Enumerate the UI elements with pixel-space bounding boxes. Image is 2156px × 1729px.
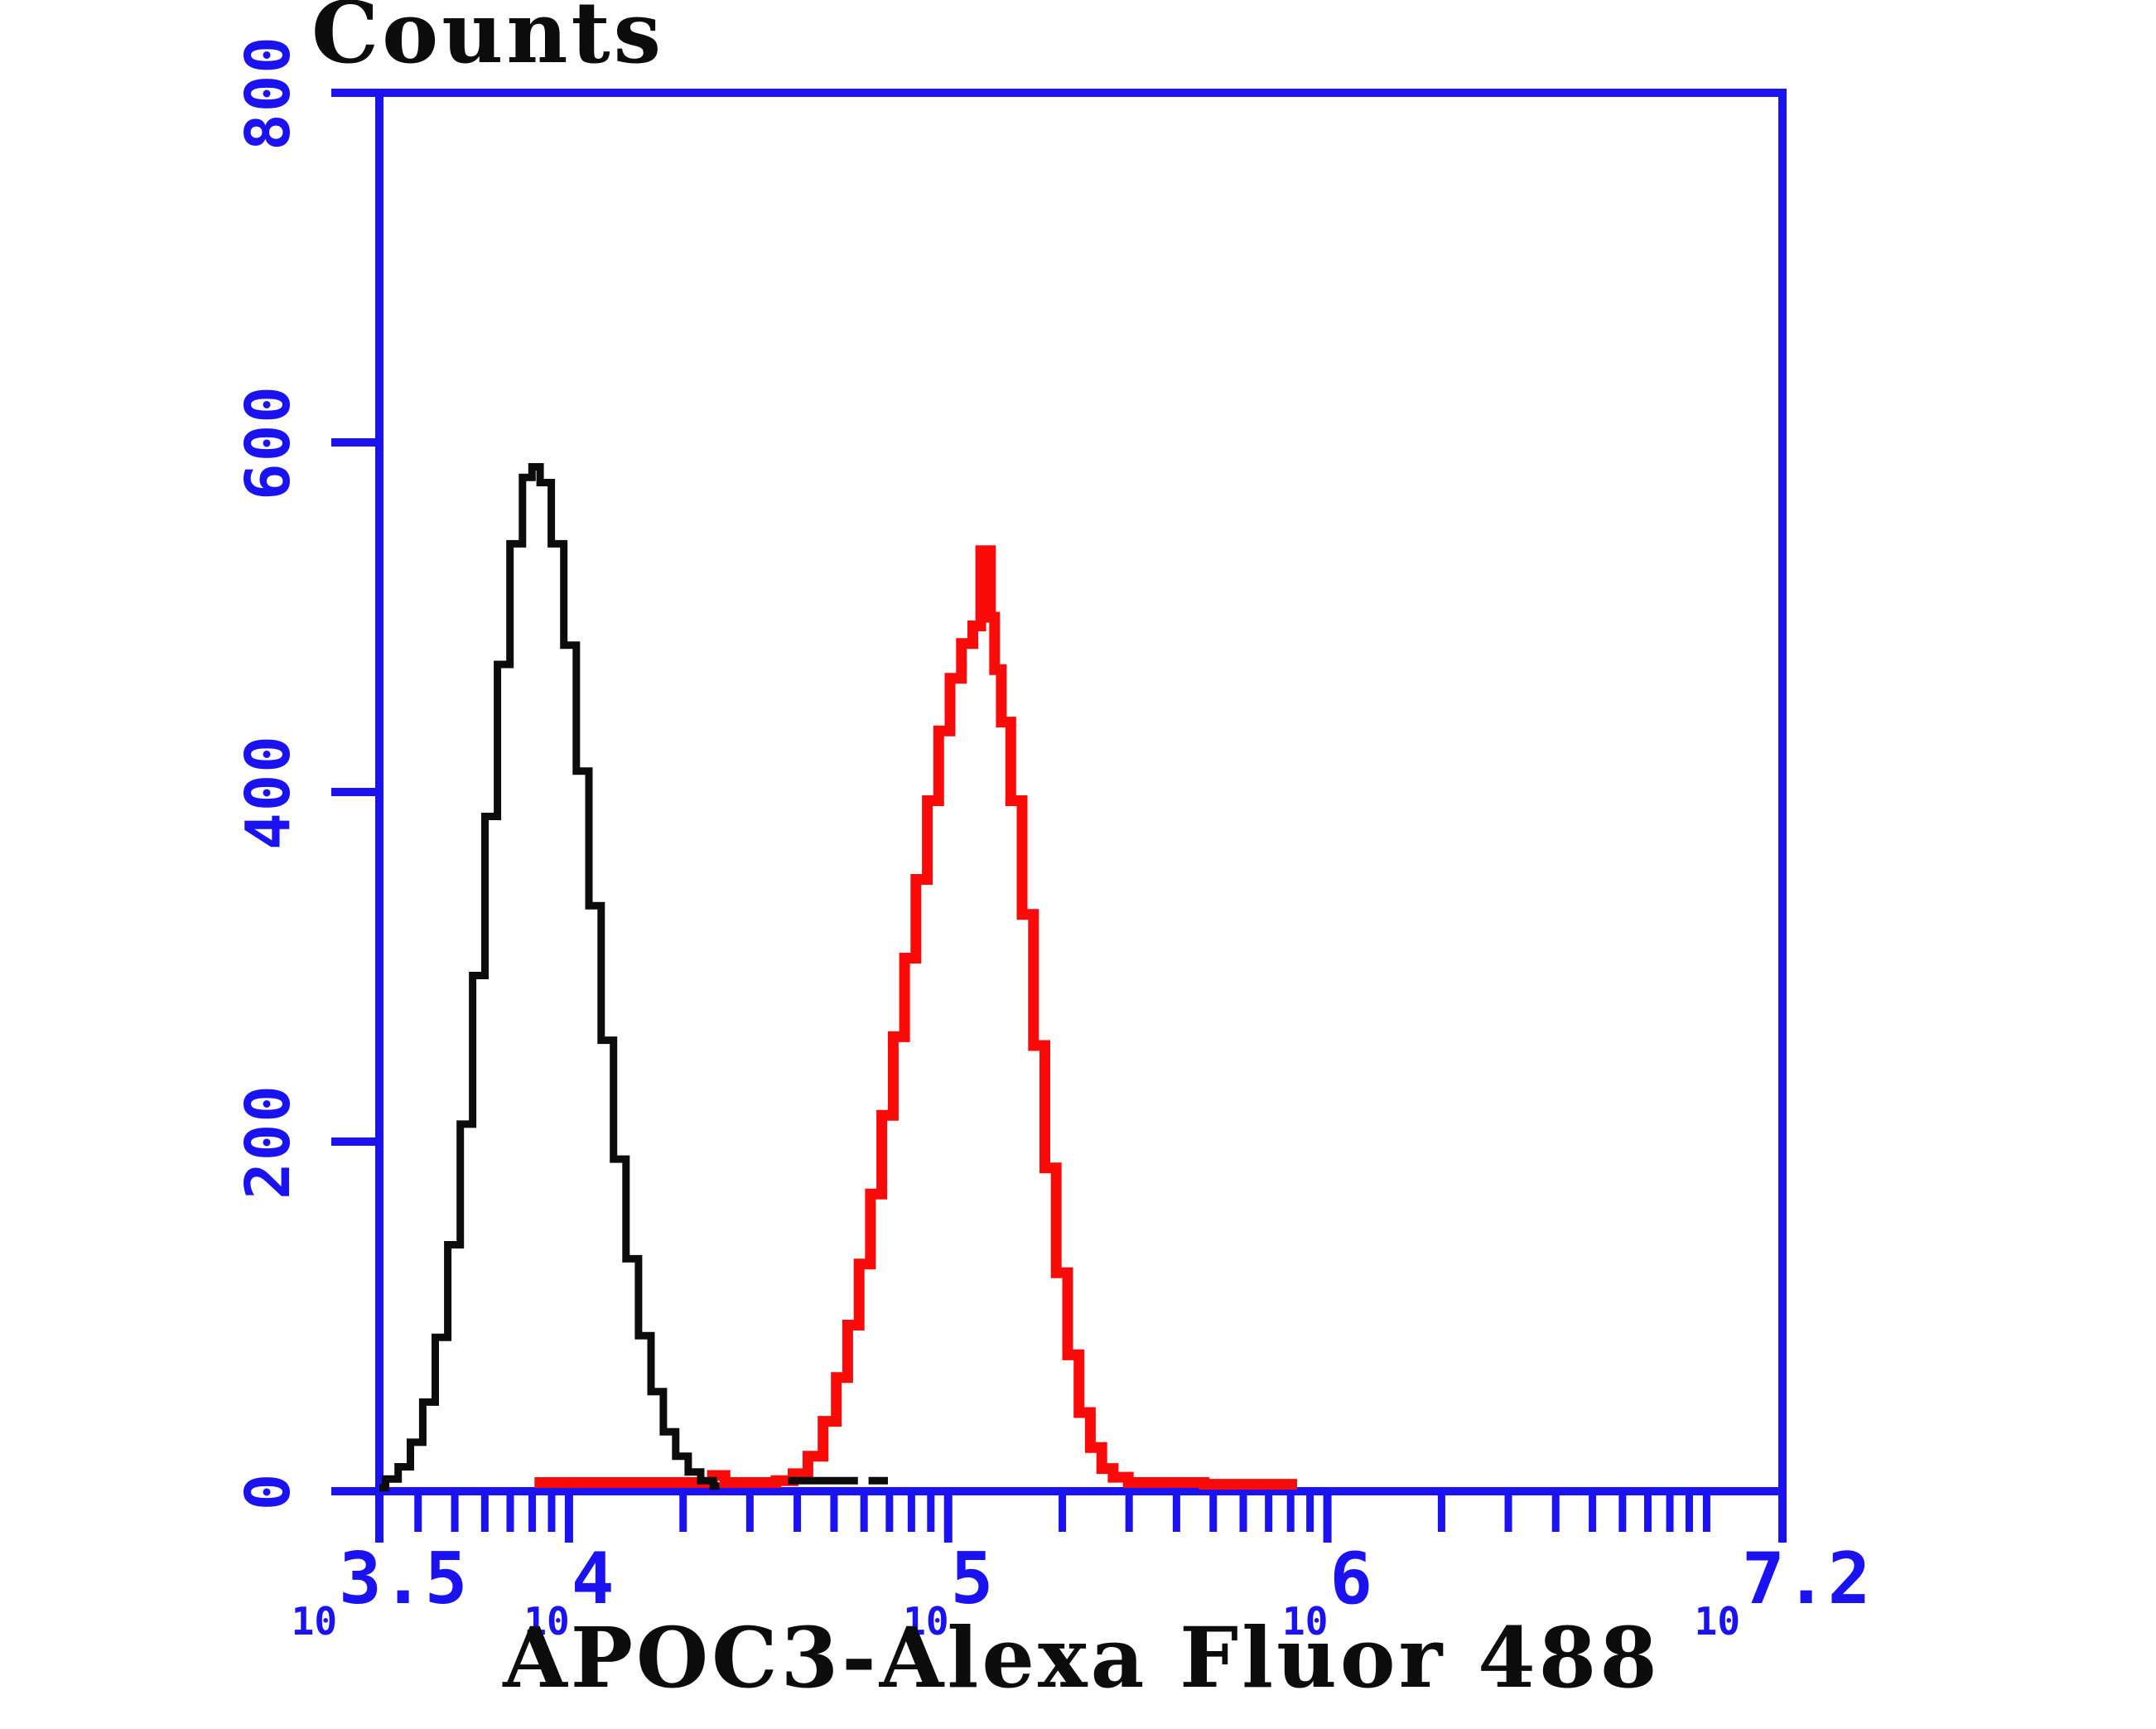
x-tick-exponent: 6 xyxy=(1329,1538,1373,1620)
x-tick-base: 10 xyxy=(523,1599,570,1644)
y-axis-tick-label: 600 xyxy=(233,384,304,500)
x-tick-base: 10 xyxy=(1694,1599,1741,1644)
black-curve xyxy=(379,463,720,1492)
x-tick-exponent: 7.2 xyxy=(1742,1538,1871,1620)
x-tick-base: 10 xyxy=(1282,1599,1329,1644)
x-axis-tick-label: 10 7.2 xyxy=(1694,1538,1871,1649)
y-axis-tick-label: 400 xyxy=(233,734,304,850)
x-tick-base: 10 xyxy=(291,1599,338,1644)
x-axis-title: APOC3-Alexa Fluor 488 xyxy=(503,1609,1661,1707)
x-tick-exponent: 4 xyxy=(571,1538,615,1620)
y-axis-tick-label: 200 xyxy=(233,1084,304,1200)
y-axis-tick-label: 800 xyxy=(233,35,304,151)
chart-title: Counts xyxy=(311,0,665,83)
x-tick-base: 10 xyxy=(903,1599,949,1644)
x-axis-tick-label: 10 6 xyxy=(1282,1538,1372,1649)
x-axis-tick-label: 10 4 xyxy=(523,1538,614,1649)
y-axis-tick-label: 0 xyxy=(233,1471,304,1511)
x-axis-tick-label: 10 3.5 xyxy=(291,1538,468,1649)
x-tick-exponent: 5 xyxy=(950,1538,994,1620)
x-axis-tick-label: 10 5 xyxy=(903,1538,993,1649)
x-tick-exponent: 3.5 xyxy=(339,1538,468,1620)
